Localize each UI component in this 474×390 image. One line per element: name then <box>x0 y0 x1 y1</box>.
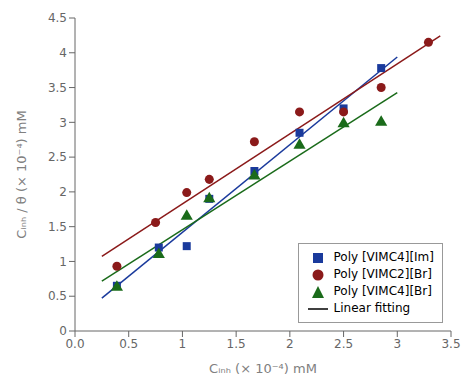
svg-text:2.5: 2.5 <box>334 337 353 351</box>
svg-text:3: 3 <box>393 337 401 351</box>
svg-text:0.5: 0.5 <box>48 289 67 303</box>
html-text:Poly [VIMC4][Im]: Poly [VIMC4][Im] <box>333 250 434 264</box>
svg-text:Cᵢₙₕ (× 10⁻⁴) mM: Cᵢₙₕ (× 10⁻⁴) mM <box>209 361 317 376</box>
svg-text:0.5: 0.5 <box>119 337 138 351</box>
svg-text:1.5: 1.5 <box>227 337 246 351</box>
svg-text:1: 1 <box>59 255 67 269</box>
html-text:Linear fitting: Linear fitting <box>333 301 411 315</box>
html-text:Poly [VIMC4][Br]: Poly [VIMC4][Br] <box>333 284 432 298</box>
svg-text:4.5: 4.5 <box>48 11 67 25</box>
svg-text:0.0: 0.0 <box>65 337 84 351</box>
svg-text:4: 4 <box>59 46 67 60</box>
svg-text:1.5: 1.5 <box>48 220 67 234</box>
svg-text:2: 2 <box>59 185 67 199</box>
svg-text:3.5: 3.5 <box>48 81 67 95</box>
svg-text:1: 1 <box>179 337 187 351</box>
svg-text:2.5: 2.5 <box>48 150 67 164</box>
svg-text:3: 3 <box>59 116 67 130</box>
svg-text:3.5: 3.5 <box>441 337 460 351</box>
svg-text:Cᵢₙₕ / θ (× 10⁻⁴) mM: Cᵢₙₕ / θ (× 10⁻⁴) mM <box>14 110 29 238</box>
svg-text:0: 0 <box>59 324 67 338</box>
svg-text:2: 2 <box>286 337 294 351</box>
html-text:Poly [VIMC2][Br]: Poly [VIMC2][Br] <box>333 267 432 281</box>
